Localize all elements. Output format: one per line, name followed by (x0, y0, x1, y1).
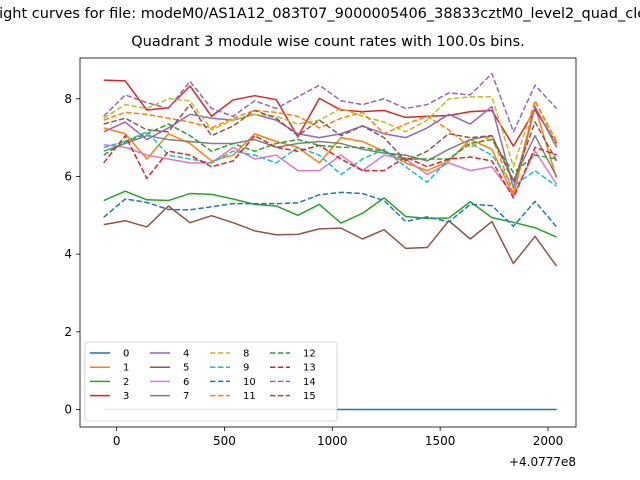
x-tick-label: 2000 (533, 434, 564, 448)
legend-label: 0 (123, 349, 129, 360)
legend-label: 9 (243, 363, 249, 374)
figure-suptitle: Light curves for file: modeM0/AS1A12_083… (0, 6, 640, 22)
legend-label: 15 (303, 391, 316, 402)
y-tick-label: 2 (64, 325, 72, 339)
series-line-3 (103, 79, 558, 147)
plot-frame (79, 57, 577, 428)
legend-label: 10 (243, 377, 256, 388)
chart-title: Quadrant 3 module wise count rates with … (131, 34, 525, 50)
y-tick-label: 4 (64, 247, 72, 261)
series-line-4 (103, 105, 558, 189)
series-line-9 (103, 131, 558, 187)
series-line-8 (103, 96, 558, 168)
series-line-13 (103, 134, 557, 199)
legend-label: 1 (123, 363, 129, 374)
series-line-10 (103, 191, 558, 228)
legend-label: 7 (183, 391, 189, 402)
legend-label: 4 (183, 349, 189, 360)
x-tick-label: 1500 (425, 434, 456, 448)
legend-label: 11 (243, 391, 256, 402)
y-tick-label: 6 (64, 169, 72, 183)
legend-label: 2 (123, 377, 129, 388)
x-tick-label: 1000 (317, 434, 348, 448)
y-tick-label: 8 (64, 92, 72, 106)
series-line-6 (103, 143, 558, 197)
x-tick-label: 500 (213, 434, 236, 448)
y-tick-label: 0 (64, 403, 72, 417)
x-axis: 0 500 1000 1500 2000 (113, 427, 563, 448)
x-tick-label: 0 (113, 434, 121, 448)
legend-label: 8 (243, 349, 249, 360)
series-line-12 (103, 123, 557, 174)
x-offset-label: +4.0777e8 (509, 455, 576, 469)
series-line-7 (103, 134, 558, 182)
series-line-1 (103, 105, 558, 197)
series-line-15 (103, 103, 558, 184)
series-line-2 (103, 190, 557, 238)
legend-label: 6 (183, 377, 189, 388)
series-line-14 (103, 72, 558, 133)
series-line-5 (103, 205, 558, 267)
legend-label: 5 (183, 363, 189, 374)
legend-label: 3 (123, 391, 129, 402)
legend-label: 14 (303, 377, 316, 388)
legend-label: 13 (303, 363, 316, 374)
legend-label: 12 (303, 349, 316, 360)
y-axis: 0 2 4 6 8 (64, 92, 80, 417)
series-layer (103, 72, 558, 411)
